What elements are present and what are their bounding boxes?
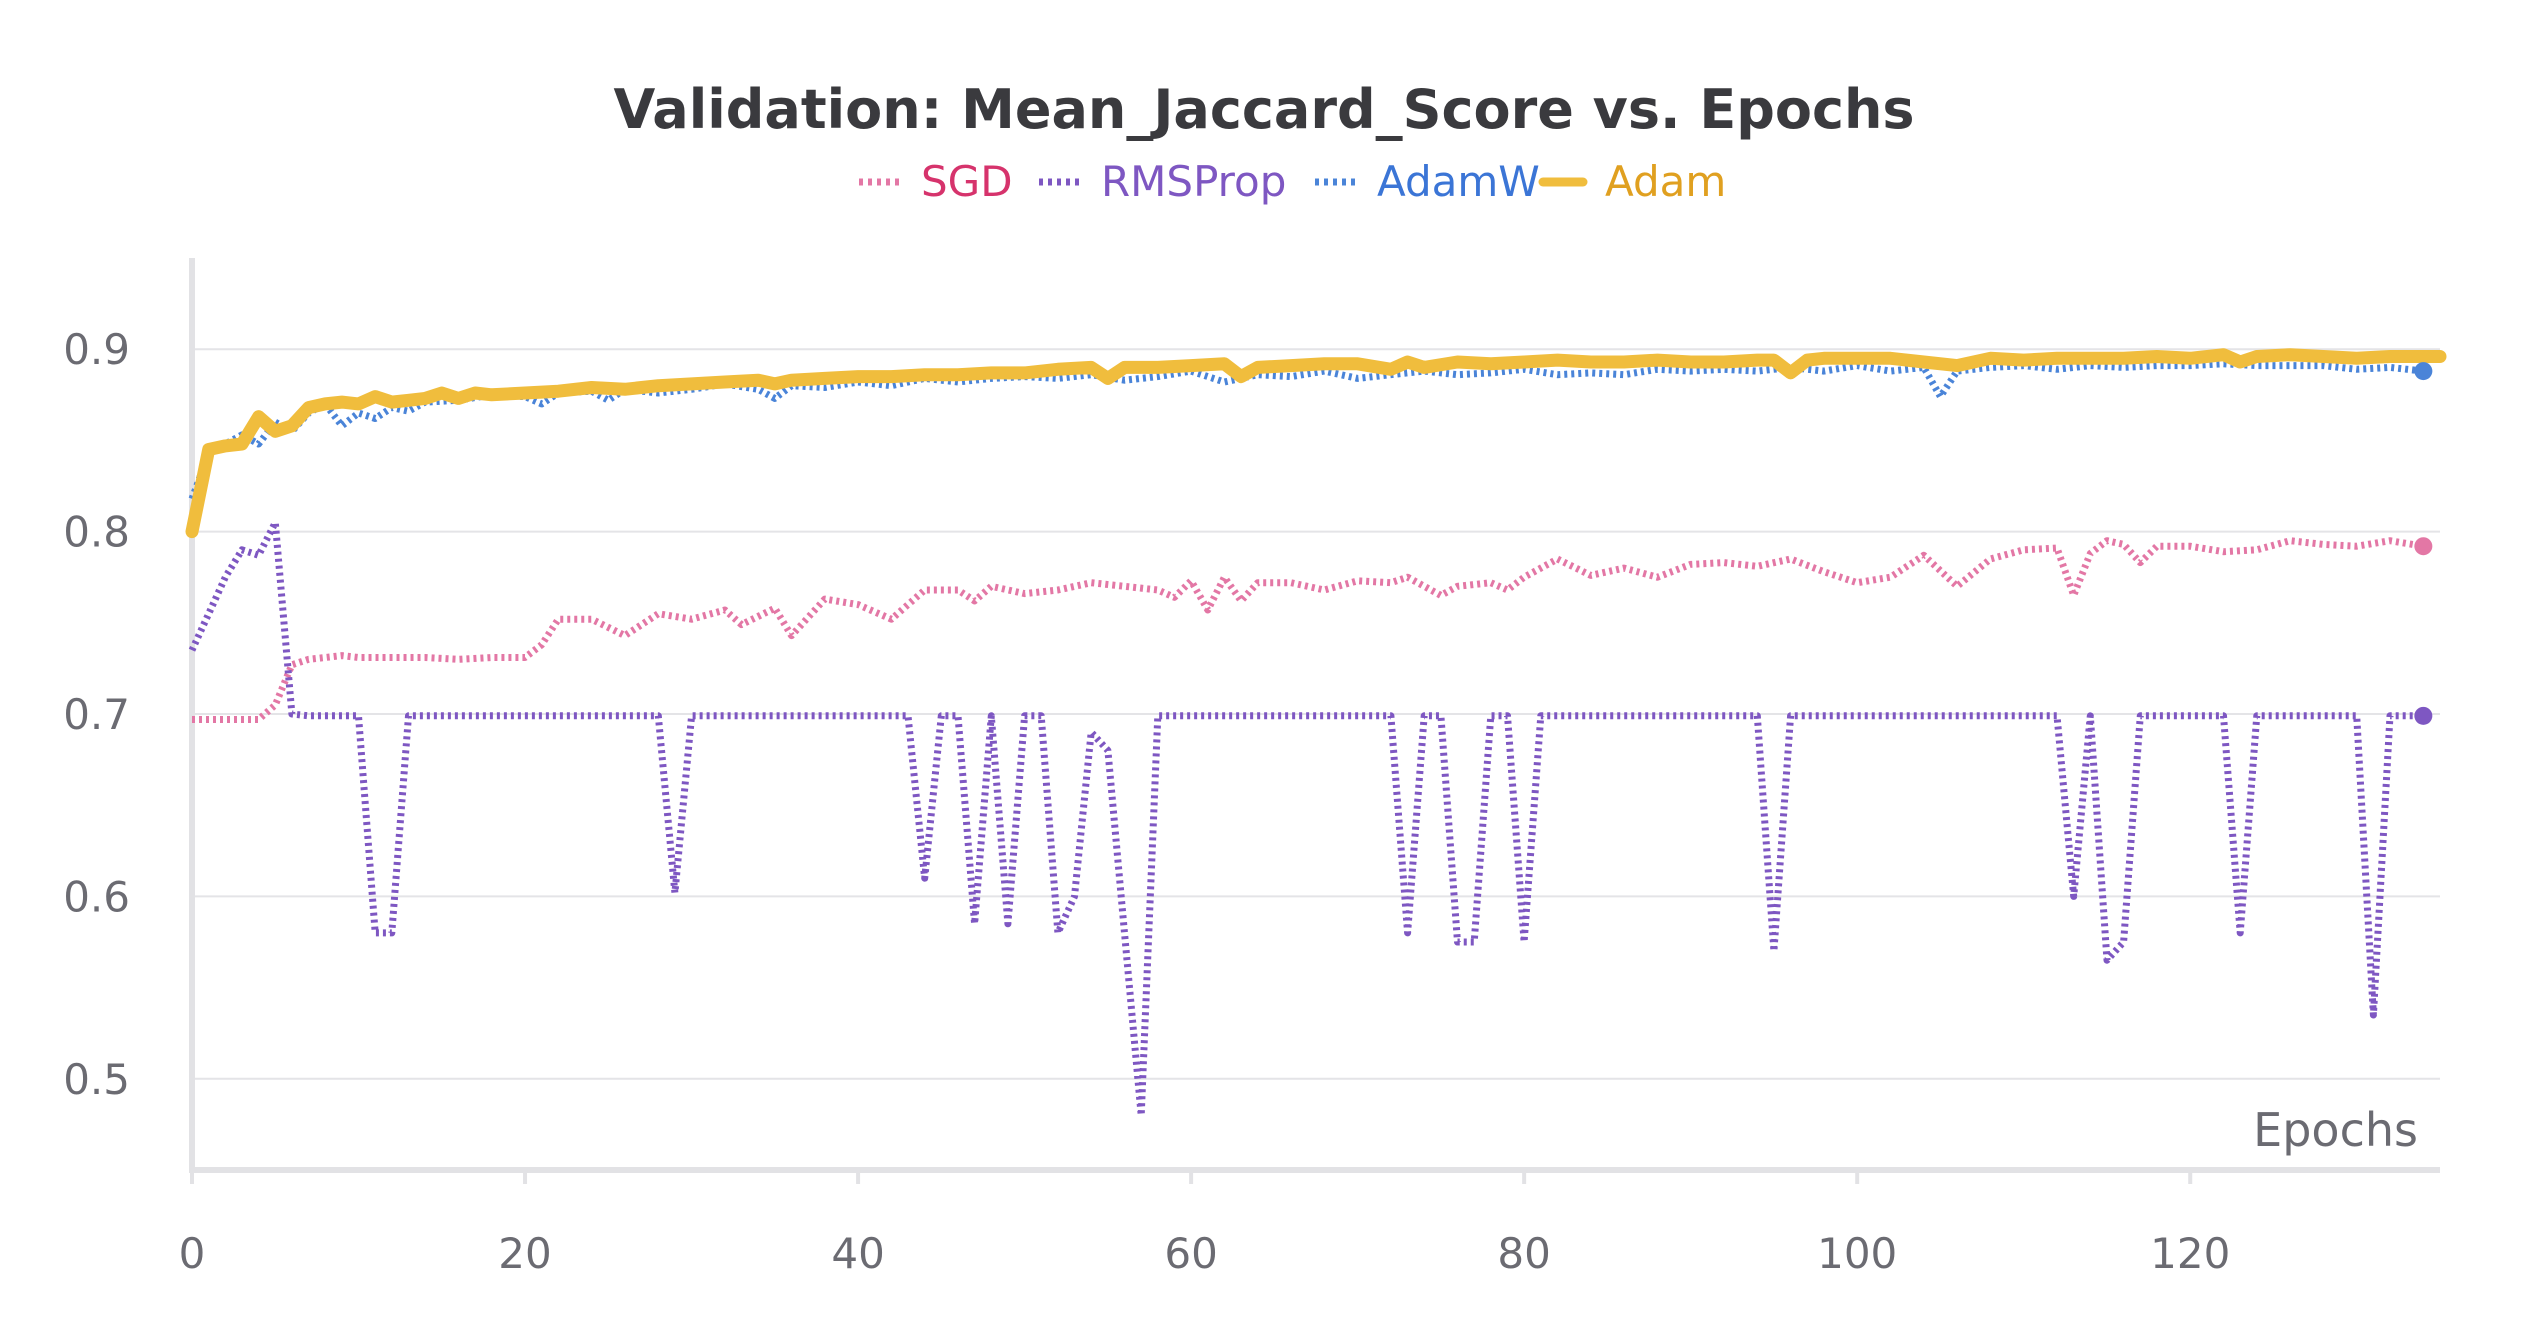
axes: 0.5 0.6 0.7 0.8 0.9 0 20 40 60 80 100 120 — [63, 258, 2440, 1278]
legend-label-adam: Adam — [1605, 157, 1726, 206]
legend: SGD RMSProp AdamW Adam — [859, 157, 1726, 206]
endpoint-marker-adamw — [2414, 362, 2433, 381]
x-tick-label: 40 — [831, 1229, 884, 1278]
series-line-rmsprop — [188, 519, 2424, 1119]
x-tick-label: 60 — [1164, 1229, 1217, 1278]
legend-label-sgd: SGD — [921, 157, 1013, 206]
series-endpoints — [2414, 362, 2433, 725]
y-tick-label: 0.6 — [63, 872, 130, 921]
endpoint-marker-sgd — [2414, 537, 2433, 556]
series-lines — [185, 348, 2447, 1119]
y-tick-label: 0.5 — [63, 1055, 130, 1104]
endpoint-marker-rmsprop — [2414, 706, 2433, 725]
chart-title: Validation: Mean_Jaccard_Score vs. Epoch… — [613, 78, 1914, 141]
x-tick-label: 80 — [1497, 1229, 1550, 1278]
x-tick-label: 100 — [1817, 1229, 1897, 1278]
x-tick-label: 120 — [2150, 1229, 2230, 1278]
x-tick-label: 0 — [179, 1229, 206, 1278]
x-tick-label: 20 — [498, 1229, 551, 1278]
series-line-adamw — [188, 360, 2424, 501]
x-axis-label: Epochs — [2253, 1103, 2418, 1157]
series-line-adam — [185, 348, 2447, 539]
series-line-sgd — [192, 537, 2424, 723]
legend-label-rmsprop: RMSProp — [1101, 157, 1286, 206]
y-tick-label: 0.7 — [63, 690, 130, 739]
legend-label-adamw: AdamW — [1377, 157, 1540, 206]
y-tick-label: 0.8 — [63, 508, 130, 557]
y-tick-label: 0.9 — [63, 325, 130, 374]
